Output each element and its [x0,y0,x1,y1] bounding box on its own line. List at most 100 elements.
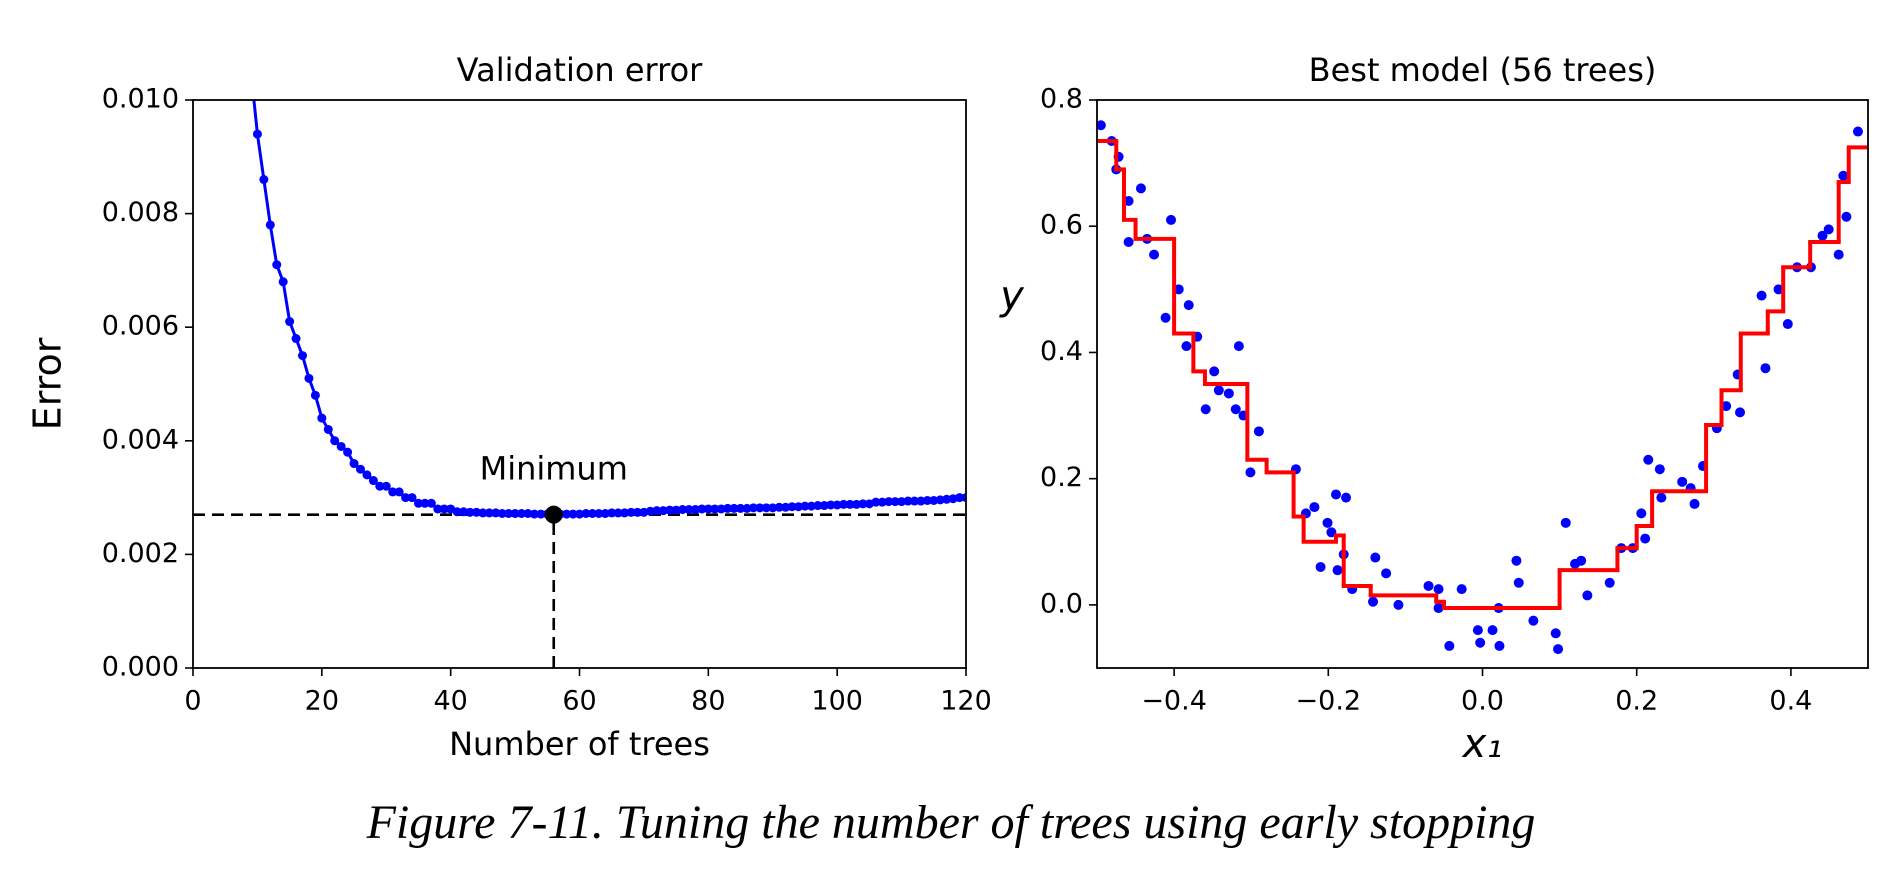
point [1433,603,1444,614]
point [317,413,327,423]
point [839,499,849,509]
point [497,509,507,519]
point [1332,565,1343,576]
point [1149,249,1160,260]
min-point [544,505,563,524]
x-tick-label: 0 [184,686,201,717]
point [452,507,462,517]
point [1322,517,1333,528]
point [355,464,365,474]
point [632,507,642,517]
point [658,506,668,516]
point [884,497,894,507]
point [298,351,308,361]
point [1230,404,1241,415]
point [388,487,398,497]
point [961,493,966,503]
point [517,509,527,519]
point [800,501,810,511]
point [1582,590,1593,601]
point [1381,568,1392,579]
point [813,501,823,511]
point [1576,555,1587,566]
point [890,497,900,507]
point [1511,555,1522,566]
point [1173,284,1184,295]
point [536,509,546,519]
x-tick-label: 0.0 [1461,686,1504,717]
point [1213,385,1224,396]
point [459,507,469,517]
x-tick-label: 60 [562,686,596,717]
point [781,502,791,512]
point [929,495,939,505]
point [1253,426,1264,437]
point [1135,183,1146,194]
point [1097,120,1106,131]
point [703,504,713,514]
point [787,502,797,512]
point [439,504,449,514]
point [265,220,275,230]
point [1689,498,1700,509]
point [1852,126,1863,137]
chart-title: Best model (56 trees) [1309,51,1657,89]
point [671,505,681,515]
point [1760,363,1771,374]
point [716,504,726,514]
point [742,503,752,513]
point [1370,552,1381,563]
point [1654,464,1665,475]
x-tick-label: −0.2 [1296,686,1362,717]
point [1166,214,1177,225]
y-tick-label: 0.004 [102,424,179,455]
point [723,503,733,513]
point [652,506,662,516]
point [736,503,746,513]
point [626,507,636,517]
point [729,503,739,513]
point [504,509,514,519]
point [1315,562,1326,573]
point [1433,584,1444,595]
x-tick-label: 40 [433,686,467,717]
point [594,509,604,519]
point [1331,489,1342,500]
y-tick-label: 0.0 [1040,588,1083,619]
point [1233,341,1244,352]
point [1550,628,1561,639]
point [1636,508,1647,519]
point [955,493,965,503]
point [1656,492,1667,503]
point [1123,237,1134,247]
point [1472,625,1483,636]
point [323,424,333,434]
point [620,508,630,518]
point [903,496,913,506]
point [600,509,610,519]
axes-frame [1096,99,1869,669]
y-tick-label: 0.4 [1040,336,1083,367]
point [806,501,816,511]
point [684,505,694,515]
point [613,508,623,518]
point [1773,284,1784,295]
point [832,500,842,510]
point [368,476,378,486]
point [1393,599,1404,610]
point [420,498,430,508]
point [877,497,887,507]
point [794,502,804,512]
x-tick-label: 0.4 [1769,686,1812,717]
point [851,499,861,509]
point [774,502,784,512]
point [343,447,353,457]
point [1181,341,1192,352]
point [491,508,501,518]
point [826,500,836,510]
point [310,390,320,400]
point [1200,404,1211,415]
y-tick-label: 0.6 [1040,210,1083,241]
chart-title: Validation error [457,51,704,89]
